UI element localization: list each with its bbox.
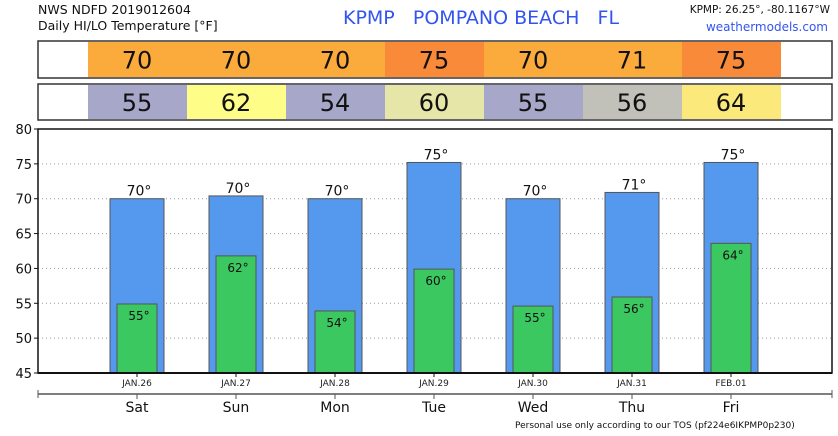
low-bar-label: 64° <box>722 248 743 262</box>
low-bar-label: 60° <box>425 274 446 288</box>
hi-cell-value: 71 <box>617 47 648 75</box>
hi-cell <box>88 42 187 77</box>
date-label: JAN.31 <box>616 379 647 389</box>
lo-cell <box>484 85 583 119</box>
day-label: Thu <box>618 400 645 416</box>
y-tick-label: 65 <box>15 228 32 243</box>
day-label: Fri <box>723 400 740 416</box>
lo-cell-value: 54 <box>320 89 351 117</box>
y-tick-label: 75 <box>15 158 32 173</box>
y-tick-label: 50 <box>15 332 32 347</box>
low-bar-label: 55° <box>524 311 545 325</box>
low-bar <box>116 303 158 374</box>
low-bar <box>215 255 257 374</box>
subtitle-label: Daily HI/LO Temperature [°F] <box>38 18 218 33</box>
footer-tos: Personal use only according to our TOS (… <box>515 421 795 431</box>
lo-cell-value: 55 <box>122 89 153 117</box>
y-tick-label: 45 <box>15 367 32 382</box>
hi-cell-value: 70 <box>320 47 351 75</box>
y-tick-label: 55 <box>15 297 32 312</box>
day-label: Wed <box>518 400 549 416</box>
low-bar <box>314 310 356 374</box>
lo-cell <box>286 85 385 119</box>
lo-cell-value: 55 <box>518 89 549 117</box>
high-bar-label: 70° <box>523 184 548 200</box>
low-bar-label: 62° <box>227 261 248 275</box>
date-label: JAN.30 <box>517 379 548 389</box>
high-bar-label: 75° <box>721 147 746 163</box>
high-bar-label: 71° <box>622 177 647 193</box>
hi-cell <box>484 42 583 77</box>
hi-cell <box>187 42 286 77</box>
day-label: Sun <box>223 400 250 416</box>
y-tick-label: 80 <box>15 123 32 138</box>
lo-cell-value: 56 <box>617 89 648 117</box>
hi-cell-value: 75 <box>419 47 450 75</box>
y-tick-label: 60 <box>15 262 32 277</box>
lo-cell-value: 60 <box>419 89 450 117</box>
hi-cell-value: 75 <box>716 47 747 75</box>
lo-cell <box>187 85 286 119</box>
low-bar <box>413 268 455 374</box>
station-title: KPMP POMPANO BEACH FL <box>343 7 620 29</box>
high-bar-label: 70° <box>325 184 350 200</box>
hi-cell <box>286 42 385 77</box>
lo-cell <box>88 85 187 119</box>
lo-cell <box>583 85 682 119</box>
low-bar <box>710 242 752 374</box>
hi-cell <box>682 42 781 77</box>
high-bar-label: 70° <box>127 184 152 200</box>
source-label: NWS NDFD 2019012604 <box>38 2 191 17</box>
hi-cell-value: 70 <box>518 47 549 75</box>
lo-cell <box>385 85 484 119</box>
low-bar-label: 54° <box>326 316 347 330</box>
date-label: JAN.29 <box>418 379 449 389</box>
low-bar-label: 56° <box>623 302 644 316</box>
day-label: Tue <box>421 400 446 416</box>
lo-cell <box>682 85 781 119</box>
low-bar-label: 55° <box>128 309 149 323</box>
day-label: Sat <box>126 400 149 416</box>
date-label: JAN.27 <box>220 379 251 389</box>
hi-cell <box>385 42 484 77</box>
low-bar <box>512 305 554 374</box>
day-label: Mon <box>320 400 350 416</box>
hi-cell <box>583 42 682 77</box>
coords-label: KPMP: 26.25°, -80.1167°W <box>689 4 830 16</box>
date-label: JAN.28 <box>319 379 350 389</box>
site-link[interactable]: weathermodels.com <box>705 20 828 34</box>
high-bar-label: 75° <box>424 147 449 163</box>
high-bar-label: 70° <box>226 181 251 197</box>
y-tick-label: 70 <box>15 193 32 208</box>
hi-cell-value: 70 <box>122 47 153 75</box>
date-label: FEB.01 <box>715 379 746 389</box>
hi-cell-value: 70 <box>221 47 252 75</box>
date-label: JAN.26 <box>121 379 152 389</box>
lo-cell-value: 64 <box>716 89 747 117</box>
lo-cell-value: 62 <box>221 89 252 117</box>
